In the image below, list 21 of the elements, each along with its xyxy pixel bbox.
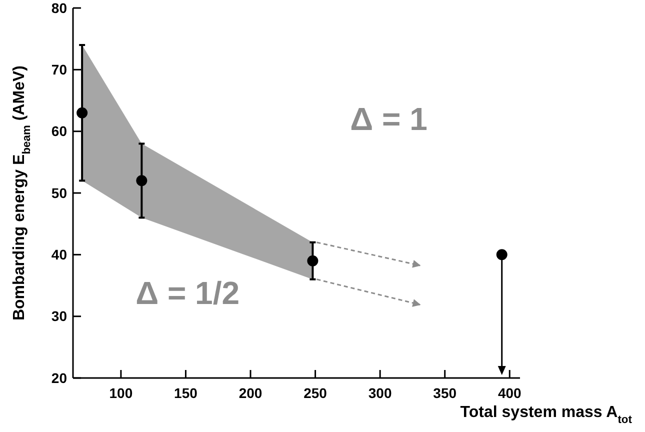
- y-tick-label: 60: [51, 123, 68, 140]
- y-tick-label: 80: [51, 0, 68, 16]
- x-tick-label: 200: [238, 385, 262, 401]
- point: [307, 255, 318, 266]
- point: [136, 175, 148, 186]
- x-tick-label: 100: [109, 385, 133, 401]
- y-tick-label: 70: [51, 62, 68, 78]
- x-tick-label: 350: [433, 385, 457, 401]
- x-tick-label: 150: [174, 385, 198, 401]
- point: [76, 107, 88, 118]
- y-tick-label: 40: [51, 246, 68, 263]
- y-tick-label: 50: [51, 184, 68, 201]
- annotation: Δ = 1: [350, 101, 428, 138]
- x-tick-label: 300: [368, 385, 392, 401]
- y-tick-label: 20: [51, 370, 68, 386]
- x-tick-label: 250: [304, 385, 328, 401]
- annotation: Δ = 1/2: [136, 275, 240, 311]
- x-axis-title: Total system mass A$_{tot}$: [460, 404, 632, 426]
- x-tick-label: 400: [498, 385, 522, 401]
- y-tick-label: 30: [51, 308, 68, 324]
- point: [496, 249, 508, 260]
